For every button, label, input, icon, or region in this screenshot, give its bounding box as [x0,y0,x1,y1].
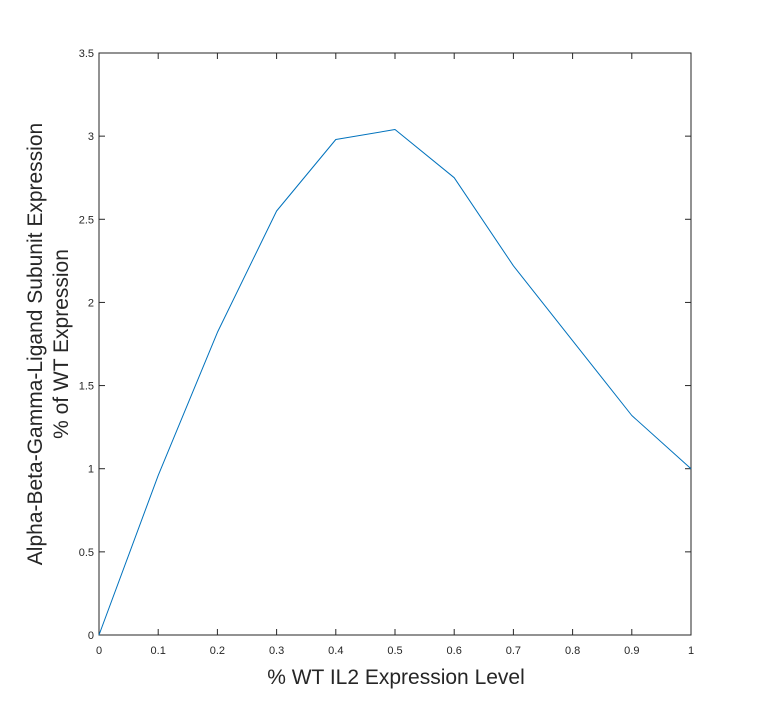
x-tick-label: 0.3 [269,645,284,657]
y-axis-label-line-2: % of WT Expression [50,249,73,439]
y-tick-label: 3.5 [79,48,94,60]
x-tick-label: 0.2 [210,645,225,657]
y-axis-label-line-1: Alpha-Beta-Gamma-Ligand Subunit Expressi… [24,123,47,565]
y-tick-label: 0.5 [79,547,94,559]
x-tick-label: 0.8 [565,645,580,657]
x-tick-label: 0.5 [387,645,402,657]
x-tick-label: 0.7 [506,645,521,657]
x-tick-label: 0.6 [447,645,462,657]
y-axis-label-group: Alpha-Beta-Gamma-Ligand Subunit Expressi… [24,123,73,565]
y-tick-label: 2.5 [79,214,94,226]
x-tick-label: 1 [688,645,694,657]
x-tick-label: 0.4 [328,645,343,657]
y-tick-label: 1.5 [79,381,94,393]
y-tick-label: 3 [88,131,94,143]
x-tick-label: 0.1 [151,645,166,657]
y-tick-label: 1 [88,464,94,476]
y-tick-label: 2 [88,297,94,309]
x-axis-label: % WT IL2 Expression Level [267,666,525,689]
x-axis-ticks: 0 0.1 0.2 0.3 0.4 0.5 0.6 0.7 0.8 0.9 1 [96,53,694,657]
plot-area [98,52,692,636]
x-tick-label: 0.9 [624,645,639,657]
series-layer [98,129,692,636]
y-tick-label: 0 [88,630,94,642]
y-axis-ticks: 0 0.5 1 1.5 2 2.5 3 3.5 [79,48,691,642]
series-line [98,129,692,636]
x-tick-label: 0 [96,645,102,657]
